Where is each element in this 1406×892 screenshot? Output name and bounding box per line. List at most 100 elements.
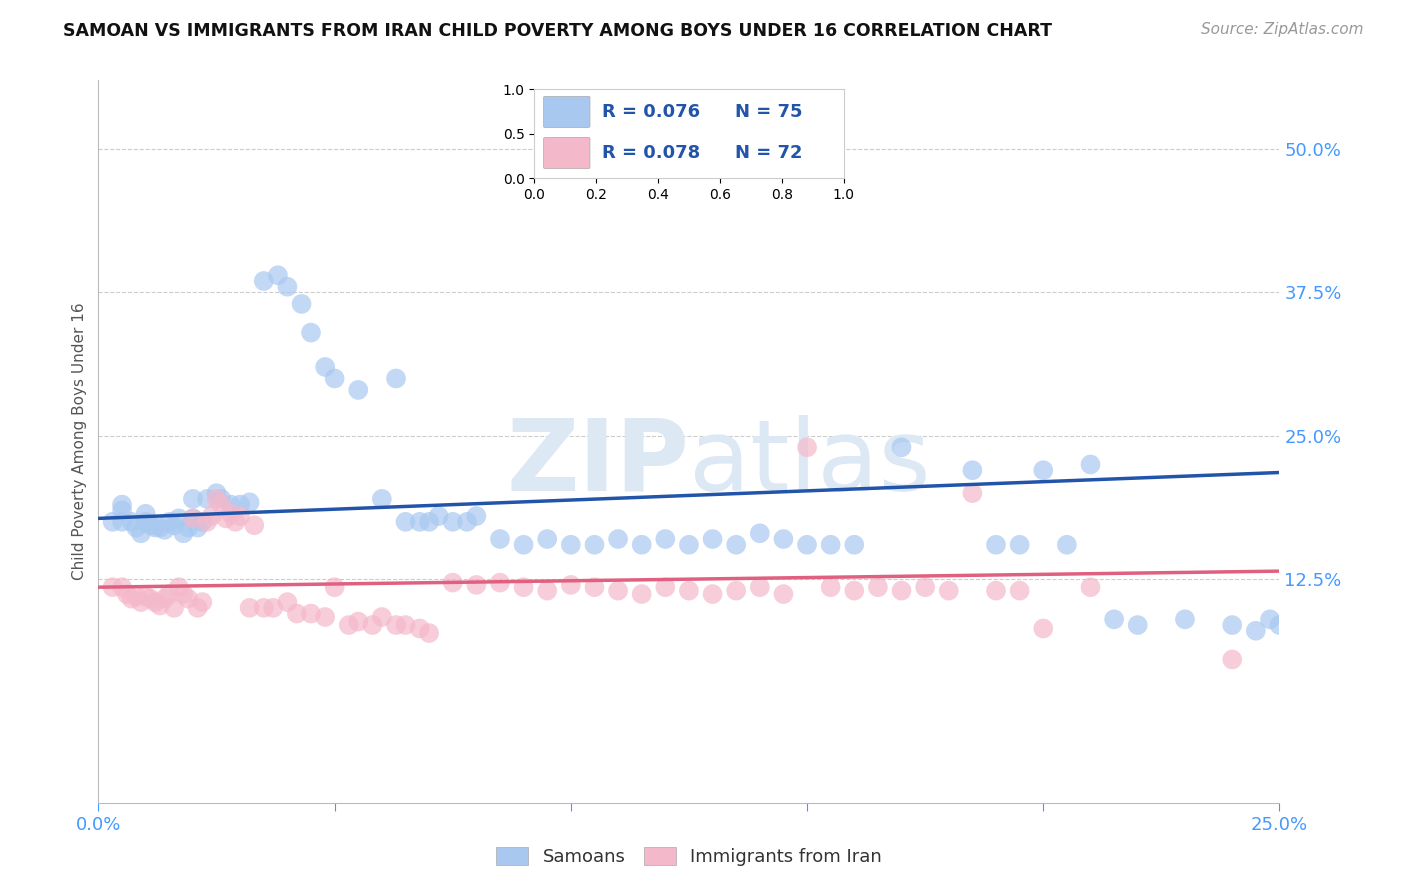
Point bbox=[209, 498, 232, 512]
Point bbox=[394, 618, 416, 632]
Point bbox=[1032, 622, 1054, 636]
Point bbox=[1244, 624, 1267, 638]
Point bbox=[181, 491, 204, 506]
Point bbox=[630, 587, 652, 601]
Point bbox=[276, 595, 298, 609]
Text: R = 0.076: R = 0.076 bbox=[602, 103, 700, 121]
Point bbox=[163, 518, 186, 533]
Point bbox=[157, 515, 180, 529]
Point bbox=[267, 268, 290, 283]
Point bbox=[427, 509, 450, 524]
Point bbox=[512, 580, 534, 594]
FancyBboxPatch shape bbox=[544, 137, 591, 169]
Point bbox=[239, 600, 262, 615]
Text: N = 72: N = 72 bbox=[735, 144, 803, 162]
Point bbox=[101, 580, 124, 594]
Point bbox=[229, 498, 252, 512]
Point bbox=[111, 503, 134, 517]
Point bbox=[195, 491, 218, 506]
Point bbox=[560, 578, 582, 592]
Point bbox=[205, 491, 228, 506]
Point bbox=[299, 326, 322, 340]
Point bbox=[890, 440, 912, 454]
Point bbox=[139, 518, 162, 533]
Point bbox=[748, 580, 770, 594]
Text: N = 75: N = 75 bbox=[735, 103, 803, 121]
Point bbox=[1220, 618, 1243, 632]
Point bbox=[111, 580, 134, 594]
Point bbox=[772, 532, 794, 546]
Point bbox=[163, 600, 186, 615]
Point bbox=[205, 486, 228, 500]
Point bbox=[1008, 583, 1031, 598]
Point bbox=[125, 520, 148, 534]
Point bbox=[371, 610, 394, 624]
Point bbox=[285, 607, 308, 621]
Point bbox=[129, 595, 152, 609]
Point bbox=[172, 526, 194, 541]
Text: R = 0.078: R = 0.078 bbox=[602, 144, 700, 162]
Point bbox=[385, 618, 408, 632]
Point bbox=[772, 587, 794, 601]
Legend: Samoans, Immigrants from Iran: Samoans, Immigrants from Iran bbox=[488, 839, 890, 873]
Point bbox=[962, 486, 984, 500]
Point bbox=[314, 610, 336, 624]
Point bbox=[129, 526, 152, 541]
Point bbox=[820, 580, 842, 594]
Point bbox=[1056, 538, 1078, 552]
Point bbox=[347, 383, 370, 397]
Text: ZIP: ZIP bbox=[506, 415, 689, 512]
Point bbox=[465, 578, 488, 592]
Point bbox=[101, 515, 124, 529]
Point bbox=[121, 515, 143, 529]
Point bbox=[172, 587, 194, 601]
Point bbox=[796, 538, 818, 552]
Point bbox=[607, 532, 630, 546]
Point bbox=[536, 532, 558, 546]
Point bbox=[725, 538, 748, 552]
Point bbox=[938, 583, 960, 598]
Point bbox=[984, 538, 1007, 552]
Point bbox=[111, 498, 134, 512]
Point bbox=[143, 520, 166, 534]
Point bbox=[654, 580, 676, 594]
Point bbox=[323, 580, 346, 594]
Point bbox=[1080, 580, 1102, 594]
Point bbox=[371, 491, 394, 506]
Point bbox=[1220, 652, 1243, 666]
Point bbox=[678, 538, 700, 552]
Point bbox=[844, 538, 866, 552]
Point bbox=[418, 515, 440, 529]
Point bbox=[262, 600, 284, 615]
Text: atlas: atlas bbox=[689, 415, 931, 512]
Point bbox=[630, 538, 652, 552]
Point bbox=[337, 618, 360, 632]
Point bbox=[1080, 458, 1102, 472]
Point bbox=[135, 507, 157, 521]
Point bbox=[195, 515, 218, 529]
Point bbox=[177, 591, 200, 606]
Point bbox=[290, 297, 312, 311]
Point bbox=[135, 515, 157, 529]
Point bbox=[253, 274, 276, 288]
Point bbox=[748, 526, 770, 541]
Point bbox=[394, 515, 416, 529]
Point bbox=[209, 491, 232, 506]
Point bbox=[111, 515, 134, 529]
Y-axis label: Child Poverty Among Boys Under 16: Child Poverty Among Boys Under 16 bbox=[72, 302, 87, 581]
Point bbox=[149, 520, 172, 534]
Point bbox=[560, 538, 582, 552]
Point bbox=[418, 626, 440, 640]
Text: Source: ZipAtlas.com: Source: ZipAtlas.com bbox=[1201, 22, 1364, 37]
Point bbox=[914, 580, 936, 594]
Point bbox=[385, 371, 408, 385]
Point bbox=[890, 583, 912, 598]
Point bbox=[224, 515, 246, 529]
Point bbox=[239, 495, 262, 509]
Point bbox=[215, 511, 238, 525]
Point bbox=[441, 515, 464, 529]
Point bbox=[512, 538, 534, 552]
Point bbox=[167, 511, 190, 525]
Point bbox=[1126, 618, 1149, 632]
Point bbox=[408, 515, 430, 529]
